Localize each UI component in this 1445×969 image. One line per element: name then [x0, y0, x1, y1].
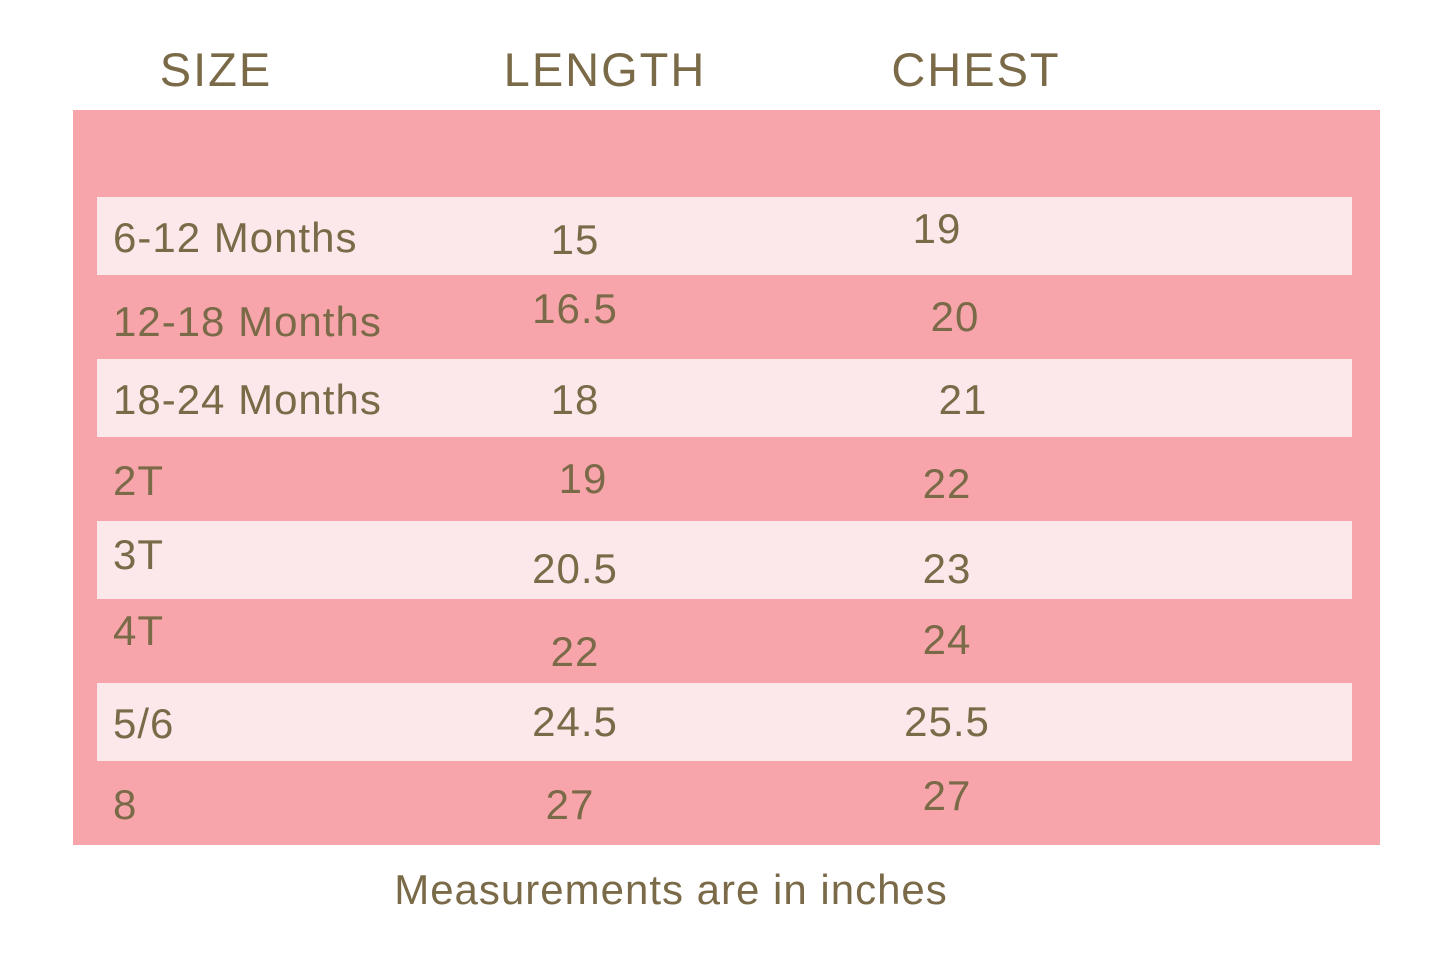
length-cell: 18	[550, 375, 600, 423]
size-cell: 18-24 Months	[113, 375, 382, 423]
header-size: SIZE	[159, 43, 273, 96]
table-row: 4T 22 24	[73, 602, 1380, 683]
chest-cell: 22	[922, 459, 972, 507]
chest-cell: 27	[922, 771, 972, 819]
size-cell: 8	[113, 780, 138, 828]
table-row: 5/6 24.5 25.5	[73, 683, 1380, 764]
table-row: 8 27 27	[73, 764, 1380, 845]
size-cell: 3T	[113, 530, 165, 578]
chest-cell: 24	[922, 615, 972, 663]
size-table: 6-12 Months 15 19 12-18 Months 16.5 20 1…	[73, 110, 1380, 845]
size-cell: 6-12 Months	[113, 213, 358, 261]
size-cell: 4T	[113, 606, 165, 654]
length-cell: 19	[558, 454, 608, 502]
table-rows: 6-12 Months 15 19 12-18 Months 16.5 20 1…	[73, 197, 1380, 845]
length-cell: 24.5	[532, 697, 618, 745]
length-cell: 22	[550, 627, 600, 675]
header-length: LENGTH	[503, 43, 707, 96]
chest-cell: 25.5	[904, 697, 990, 745]
size-cell: 2T	[113, 456, 165, 504]
chest-cell: 20	[930, 292, 980, 340]
table-row: 3T 20.5 23	[73, 521, 1380, 602]
table-row: 6-12 Months 15 19	[73, 197, 1380, 278]
length-cell: 27	[545, 780, 595, 828]
length-cell: 16.5	[532, 284, 618, 332]
size-cell: 12-18 Months	[113, 297, 382, 345]
chest-cell: 23	[922, 544, 972, 592]
header-chest: CHEST	[891, 43, 1061, 96]
chest-cell: 21	[938, 375, 988, 423]
measurement-note: Measurements are in inches	[394, 866, 948, 913]
table-row: 18-24 Months 18 21	[73, 359, 1380, 440]
table-row: 2T 19 22	[73, 440, 1380, 521]
length-cell: 20.5	[532, 544, 618, 592]
table-row: 12-18 Months 16.5 20	[73, 278, 1380, 359]
length-cell: 15	[550, 215, 600, 263]
size-cell: 5/6	[113, 699, 175, 747]
chest-cell: 19	[912, 204, 962, 252]
